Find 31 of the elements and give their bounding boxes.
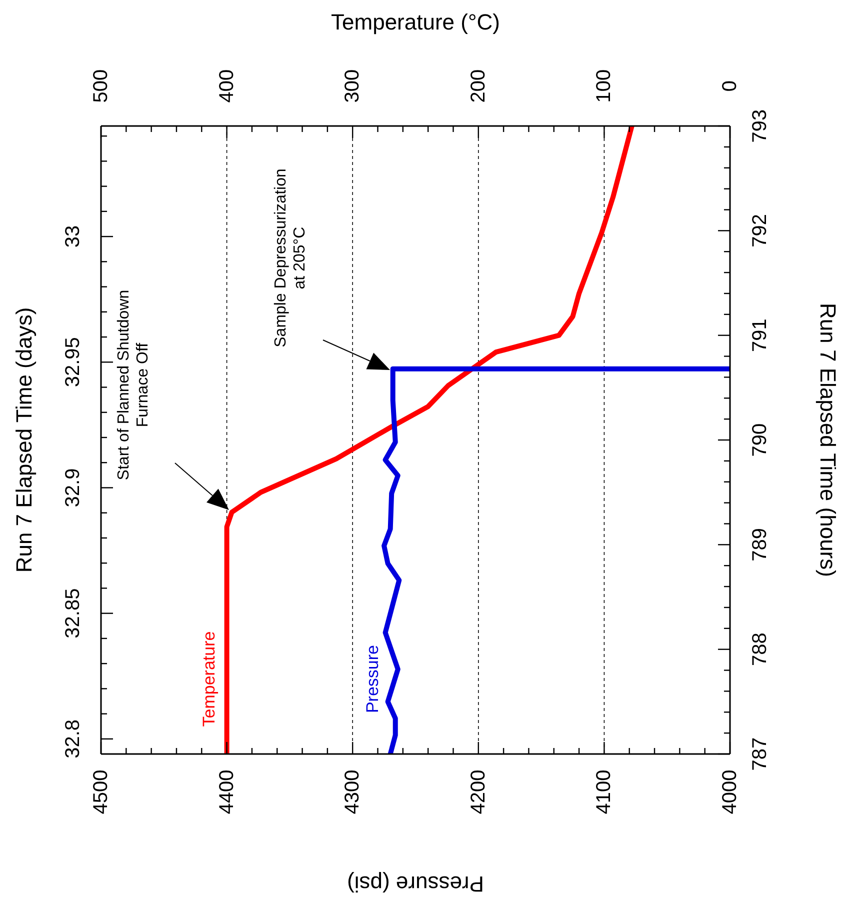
x-tick-label: 4400	[216, 770, 238, 814]
x-tick-label: 4000	[719, 770, 741, 814]
y-tick-label: 792	[749, 214, 771, 248]
y2-axis-title: Run 7 Elapsed Time (days)	[12, 307, 36, 573]
y2-tick-label: 32.95	[62, 337, 84, 388]
x-axis-title: Pressure (psi)	[347, 872, 484, 896]
x-tick-label: 4500	[90, 770, 112, 814]
x2-tick-label: 300	[342, 69, 364, 103]
x2-axis-title: Temperature (°C)	[331, 10, 500, 34]
y-tick-label: 790	[749, 423, 771, 457]
y2-tick-label: 33	[62, 225, 84, 248]
y2-tick-label: 32.9	[62, 468, 84, 508]
y2-tick-label: 32.8	[62, 719, 84, 758]
x-tick-label: 4300	[342, 770, 364, 814]
y-tick-label: 788	[749, 632, 771, 666]
y-tick-label: 787	[749, 737, 771, 771]
x-tick-label: 4200	[467, 770, 490, 814]
y-tick-label: 791	[749, 318, 771, 352]
x2-tick-label: 100	[593, 69, 616, 103]
x2-tick-label: 200	[467, 69, 490, 103]
text: Pressure	[362, 644, 382, 714]
y2-tick-label: 32.85	[62, 588, 84, 638]
x-tick-label: 4100	[593, 770, 616, 814]
x2-tick-label: 400	[216, 69, 238, 103]
annotation: Sample Depressurization at 205°C	[272, 168, 308, 348]
annotation: Start of Planned Shutdown Furnace Off	[116, 290, 152, 480]
text: Temperature	[199, 631, 218, 727]
y-tick-label: 789	[749, 528, 771, 562]
y-tick-label: 793	[749, 109, 771, 143]
x2-tick-label: 500	[90, 69, 112, 103]
x2-tick-label: 0	[719, 80, 741, 92]
